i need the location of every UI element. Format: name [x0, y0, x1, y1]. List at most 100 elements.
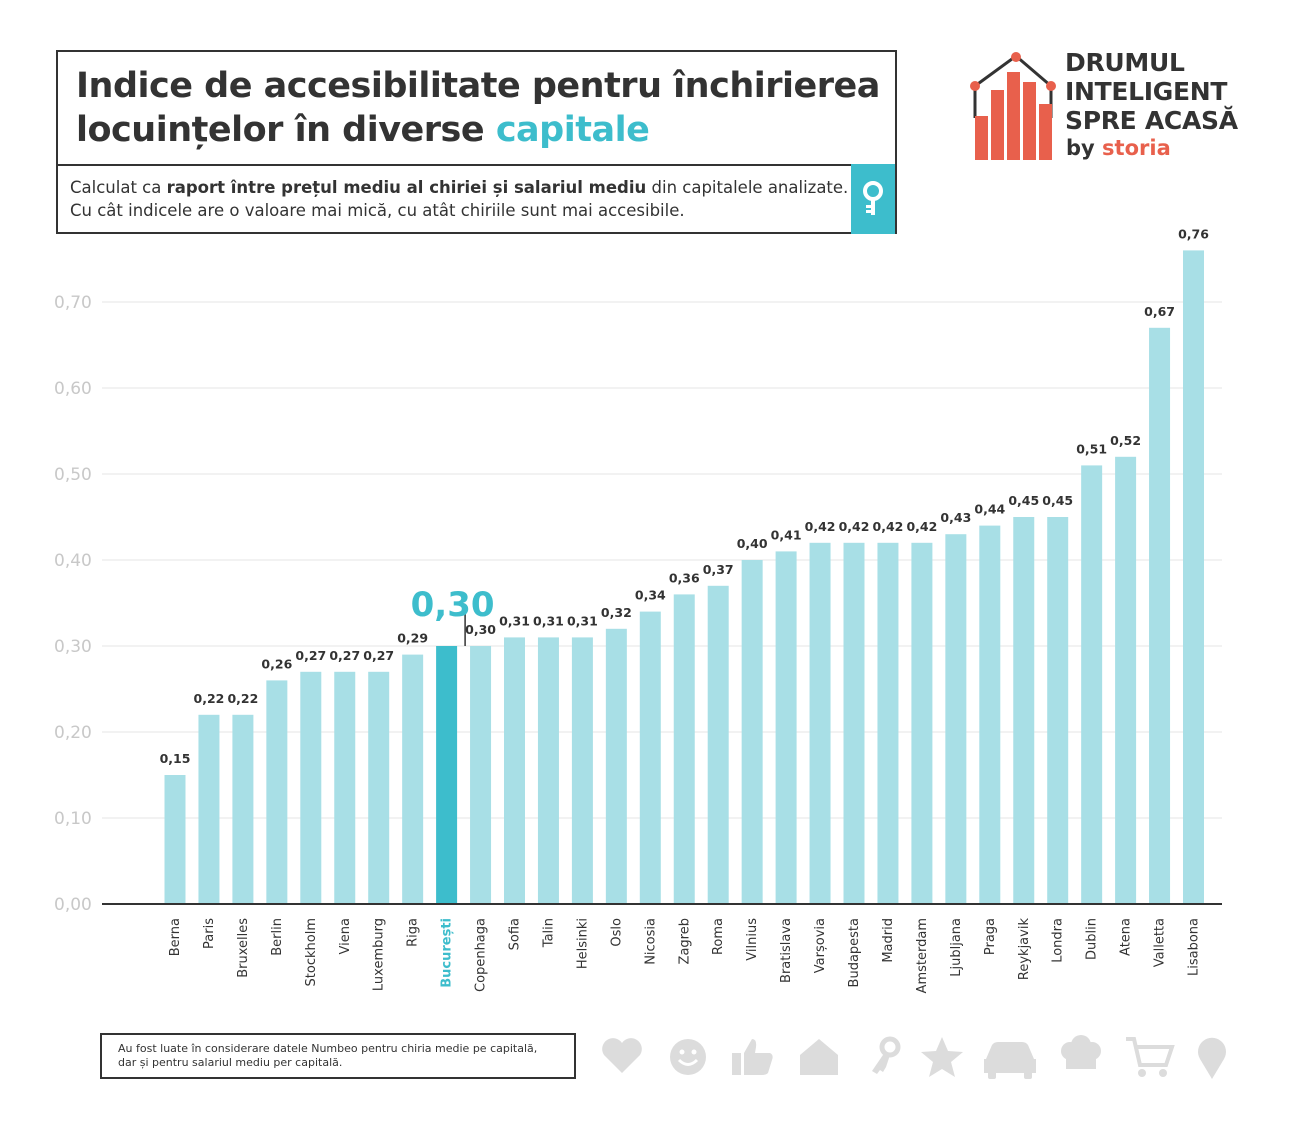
- house-icon: [800, 1039, 838, 1075]
- logo-by-line: by storia: [1066, 136, 1171, 160]
- cart-icon: [1126, 1037, 1175, 1077]
- bar: [979, 525, 1001, 904]
- bar: [1149, 327, 1171, 904]
- bar: [1081, 465, 1103, 904]
- bar: [911, 542, 933, 904]
- category-label: Amsterdam: [915, 918, 930, 993]
- value-label: 0,27: [295, 648, 326, 663]
- bar: [877, 542, 899, 904]
- value-label: 0,37: [703, 562, 734, 577]
- heart-icon: [602, 1038, 642, 1073]
- bar: [368, 671, 390, 904]
- logo-line-3: SPRE ACASĂ: [1065, 106, 1238, 135]
- smiley-icon: [670, 1039, 706, 1075]
- category-label: Bratislava: [779, 918, 794, 983]
- category-label: Valletta: [1153, 918, 1168, 967]
- y-tick-label: 0,10: [54, 809, 92, 829]
- footnote-line-1: Au fost luate în considerare datele Numb…: [118, 1042, 538, 1055]
- category-label: Londra: [1051, 918, 1066, 963]
- category-label: Luxemburg: [372, 918, 387, 991]
- category-label: Budapesta: [847, 918, 862, 987]
- bar: [198, 714, 220, 904]
- value-label: 0,22: [194, 691, 225, 706]
- bar: [945, 534, 967, 904]
- category-label: Dublin: [1085, 918, 1100, 960]
- bar: [164, 775, 186, 904]
- value-label: 0,31: [499, 613, 530, 628]
- value-label: 0,42: [805, 519, 836, 534]
- logo-text: DRUMUL INTELIGENT SPRE ACASĂ: [1065, 48, 1238, 135]
- key-badge: [851, 164, 895, 234]
- value-label: 0,36: [669, 570, 700, 585]
- value-label: 0,67: [1144, 304, 1175, 319]
- value-label: 0,31: [533, 613, 564, 628]
- value-label: 0,34: [635, 588, 666, 603]
- car-icon: [984, 1042, 1036, 1079]
- value-label: 0,51: [1076, 441, 1107, 456]
- category-label: Viena: [338, 918, 353, 954]
- value-label: 0,29: [397, 631, 428, 646]
- bar: [436, 646, 458, 904]
- bar: [300, 671, 322, 904]
- value-label: 0,31: [567, 613, 598, 628]
- value-label: 0,42: [906, 519, 937, 534]
- category-label: Varșovia: [813, 918, 828, 973]
- value-label: 0,15: [160, 751, 191, 766]
- key-icon: [872, 1036, 901, 1074]
- category-label: Riga: [406, 918, 421, 947]
- star-icon: [921, 1037, 963, 1077]
- chef-hat-icon: [1061, 1035, 1101, 1069]
- header-box: Indice de accesibilitate pentru închirie…: [56, 50, 897, 234]
- y-tick-label: 0,20: [54, 723, 92, 743]
- category-label: Vilnius: [745, 918, 760, 961]
- key-icon: [863, 181, 883, 215]
- value-label: 0,42: [839, 519, 870, 534]
- category-label: Talin: [541, 918, 556, 948]
- logo-line-2: INTELIGENT: [1065, 77, 1228, 106]
- bar: [537, 637, 559, 904]
- y-tick-label: 0,30: [54, 637, 92, 657]
- bar: [809, 542, 831, 904]
- logo-brand: storia: [1102, 136, 1171, 160]
- bar: [1183, 250, 1204, 904]
- value-label: 0,32: [601, 605, 632, 620]
- category-label: Berlin: [270, 918, 285, 956]
- category-label: Nicosia: [643, 918, 658, 965]
- category-label: Sofia: [508, 918, 523, 950]
- value-label: 0,22: [227, 691, 258, 706]
- value-label: 0,76: [1178, 226, 1209, 241]
- y-tick-label: 0,00: [54, 895, 92, 915]
- y-tick-label: 0,60: [54, 379, 92, 399]
- footnote-line-2: dar și pentru salariul mediu per capital…: [118, 1056, 343, 1069]
- bar: [402, 654, 424, 904]
- bar: [334, 671, 356, 904]
- value-label: 0,27: [363, 648, 394, 663]
- bar: [470, 646, 492, 904]
- bar: [775, 551, 797, 904]
- house-chart-logo-icon: [970, 52, 1056, 160]
- title-main: Indice de accesibilitate pentru închirie…: [76, 66, 880, 150]
- y-tick-label: 0,50: [54, 465, 92, 485]
- bar: [673, 594, 695, 904]
- category-label: Stockholm: [304, 918, 319, 986]
- bar: [741, 560, 763, 904]
- subtitle-part1: Calculat ca: [70, 178, 162, 197]
- bar: [843, 542, 865, 904]
- bar: [571, 637, 593, 904]
- logo-line-1: DRUMUL: [1065, 48, 1185, 77]
- bar: [266, 680, 288, 904]
- bar: [1047, 517, 1069, 904]
- category-label: Ljubljana: [949, 918, 964, 977]
- category-label: Bruxelles: [236, 918, 251, 978]
- value-label: 0,44: [974, 502, 1005, 517]
- thumbs-up-icon: [732, 1039, 773, 1075]
- category-label: Paris: [202, 918, 217, 949]
- bar: [639, 611, 661, 904]
- title-area: Indice de accesibilitate pentru închirie…: [58, 52, 895, 166]
- category-label: Roma: [711, 918, 726, 955]
- subtitle-bold: raport între prețul mediu al chiriei și …: [166, 178, 647, 197]
- category-label: Zagreb: [677, 918, 692, 964]
- subtitle-part2: din capitalele analizate.: [651, 178, 849, 197]
- category-label: Praga: [983, 918, 998, 955]
- logo-by: by: [1066, 136, 1095, 160]
